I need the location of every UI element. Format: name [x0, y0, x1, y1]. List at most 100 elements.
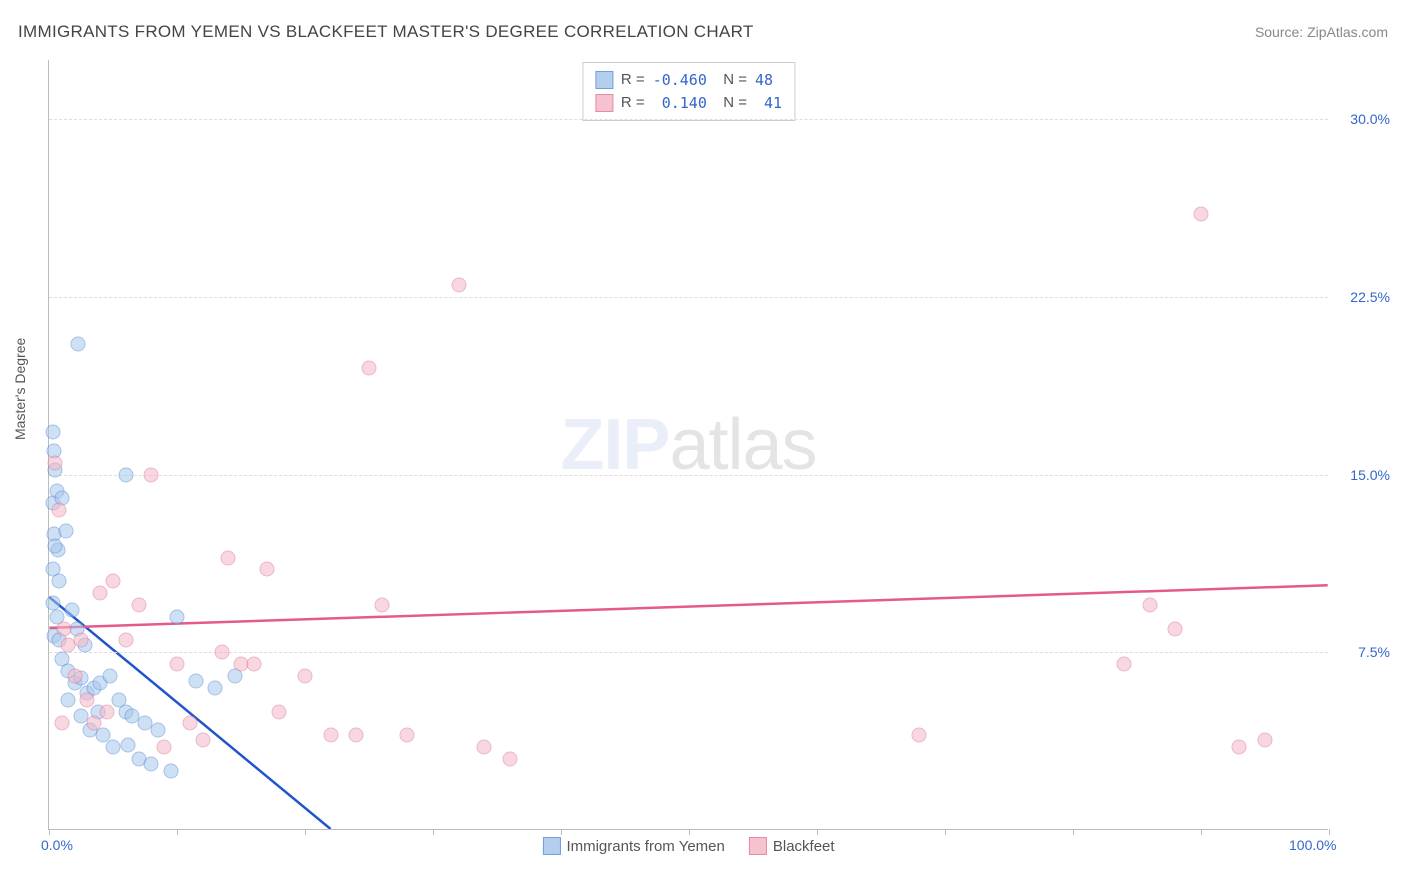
scatter-point [57, 621, 72, 636]
y-tick-label: 7.5% [1358, 644, 1390, 660]
scatter-point [67, 669, 82, 684]
scatter-point [71, 337, 86, 352]
scatter-point [1194, 207, 1209, 222]
scatter-point [189, 673, 204, 688]
x-tick-mark [689, 829, 690, 835]
scatter-point [259, 562, 274, 577]
trendline [49, 585, 1327, 628]
watermark-zip: ZIP [560, 405, 669, 485]
scatter-point [349, 728, 364, 743]
x-tick-mark [817, 829, 818, 835]
y-tick-label: 15.0% [1350, 467, 1390, 483]
scatter-point [298, 669, 313, 684]
plot-area: ZIPatlas R = -0.460 N = 48 R = 0.140 N =… [48, 60, 1328, 830]
scatter-point [65, 602, 80, 617]
scatter-point [912, 728, 927, 743]
trendlines-svg [49, 60, 1328, 829]
scatter-point [45, 595, 60, 610]
x-tick-mark [49, 829, 50, 835]
scatter-point [58, 524, 73, 539]
legend-label-0: Immigrants from Yemen [566, 838, 724, 855]
x-tick-mark [945, 829, 946, 835]
legend-stats-row-1: R = 0.140 N = 41 [595, 92, 782, 115]
x-tick-mark [1201, 829, 1202, 835]
scatter-point [48, 455, 63, 470]
scatter-point [80, 692, 95, 707]
scatter-point [144, 467, 159, 482]
legend-r-label: R = [621, 69, 645, 92]
scatter-point [1168, 621, 1183, 636]
scatter-point [118, 633, 133, 648]
chart-title: IMMIGRANTS FROM YEMEN VS BLACKFEET MASTE… [18, 22, 754, 42]
x-tick-mark [561, 829, 562, 835]
legend-label-1: Blackfeet [773, 838, 835, 855]
legend-swatch-0b [542, 837, 560, 855]
scatter-point [144, 756, 159, 771]
x-tick-mark [1073, 829, 1074, 835]
scatter-point [131, 597, 146, 612]
scatter-point [451, 278, 466, 293]
scatter-point [214, 645, 229, 660]
scatter-point [1142, 597, 1157, 612]
legend-r-label: R = [621, 92, 645, 115]
legend-stats-row-0: R = -0.460 N = 48 [595, 69, 782, 92]
scatter-point [157, 740, 172, 755]
legend-r-value-1: 0.140 [653, 92, 707, 115]
scatter-point [118, 467, 133, 482]
x-tick-mark [177, 829, 178, 835]
legend-n-label: N = [715, 69, 747, 92]
x-tick-mark [1329, 829, 1330, 835]
scatter-point [106, 574, 121, 589]
scatter-point [52, 574, 67, 589]
legend-swatch-1 [595, 94, 613, 112]
scatter-point [246, 657, 261, 672]
scatter-point [99, 704, 114, 719]
x-tick-mark [305, 829, 306, 835]
x-tick-label: 0.0% [41, 837, 73, 853]
scatter-point [221, 550, 236, 565]
scatter-point [1258, 732, 1273, 747]
watermark-atlas: atlas [669, 405, 816, 485]
legend-n-label: N = [715, 92, 747, 115]
scatter-point [502, 751, 517, 766]
legend-item-1: Blackfeet [749, 837, 835, 855]
scatter-point [208, 680, 223, 695]
gridline [49, 119, 1328, 120]
legend-stats: R = -0.460 N = 48 R = 0.140 N = 41 [582, 62, 795, 121]
gridline [49, 652, 1328, 653]
scatter-point [362, 361, 377, 376]
scatter-point [1117, 657, 1132, 672]
gridline [49, 297, 1328, 298]
legend-item-0: Immigrants from Yemen [542, 837, 724, 855]
y-tick-label: 30.0% [1350, 111, 1390, 127]
y-axis-label: Master's Degree [12, 338, 28, 440]
legend-swatch-1b [749, 837, 767, 855]
source-attribution: Source: ZipAtlas.com [1255, 24, 1388, 40]
legend-n-value-1: 41 [755, 92, 782, 115]
scatter-point [61, 692, 76, 707]
scatter-point [323, 728, 338, 743]
gridline [49, 475, 1328, 476]
scatter-point [103, 669, 118, 684]
scatter-point [272, 704, 287, 719]
scatter-point [195, 732, 210, 747]
scatter-point [106, 740, 121, 755]
scatter-point [163, 763, 178, 778]
y-tick-label: 22.5% [1350, 289, 1390, 305]
x-tick-label: 100.0% [1289, 837, 1336, 853]
scatter-point [1232, 740, 1247, 755]
scatter-point [121, 737, 136, 752]
scatter-point [374, 597, 389, 612]
scatter-point [74, 633, 89, 648]
watermark: ZIPatlas [560, 404, 816, 486]
x-tick-mark [433, 829, 434, 835]
legend-r-value-0: -0.460 [653, 69, 707, 92]
legend-bottom: Immigrants from Yemen Blackfeet [542, 837, 834, 855]
scatter-point [150, 723, 165, 738]
scatter-point [170, 657, 185, 672]
scatter-point [54, 716, 69, 731]
legend-swatch-0 [595, 71, 613, 89]
scatter-point [170, 609, 185, 624]
scatter-point [400, 728, 415, 743]
scatter-point [86, 716, 101, 731]
